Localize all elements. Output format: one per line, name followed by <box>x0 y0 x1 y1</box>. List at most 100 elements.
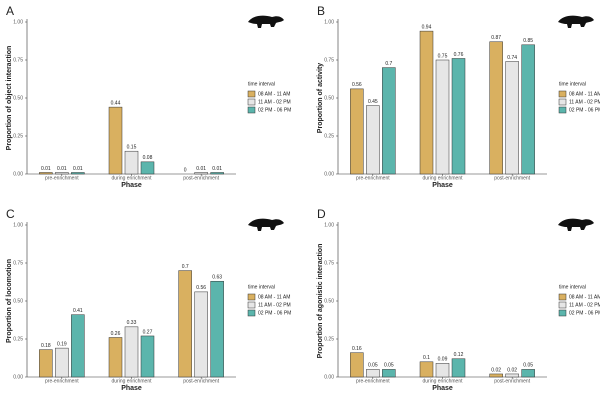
value-label: 0.1 <box>423 355 430 361</box>
x-tick-label: pre-enrichment <box>356 378 390 384</box>
legend-label: 08 AM - 11 AM <box>258 91 290 97</box>
legend-label: 02 PM - 06 PM <box>569 310 600 316</box>
x-tick-label: during enrichment <box>111 175 152 181</box>
value-label: 0.87 <box>491 35 501 41</box>
legend-label: 08 AM - 11 AM <box>569 91 600 97</box>
bar <box>366 369 380 378</box>
legend-swatch <box>247 98 256 106</box>
bar <box>178 270 192 378</box>
y-tick-label: 1.00 <box>13 222 23 228</box>
bar <box>489 41 503 175</box>
value-label: 0.26 <box>111 331 121 337</box>
legend-label: 11 AM - 02 PM <box>258 99 291 105</box>
y-tick-label: 0.00 <box>324 374 334 380</box>
bar <box>71 314 85 378</box>
legend-swatch <box>247 293 256 301</box>
y-tick-label: 0.50 <box>13 95 23 101</box>
y-tick-label: 0.75 <box>13 57 23 63</box>
bar <box>489 373 503 378</box>
legend-label: 11 AM - 02 PM <box>569 302 600 308</box>
animal-icon <box>558 15 594 28</box>
value-label: 0.09 <box>438 357 448 363</box>
bar <box>140 161 155 175</box>
bar <box>382 67 396 175</box>
bar <box>194 172 208 175</box>
bar <box>435 59 450 175</box>
legend-swatch <box>558 301 567 309</box>
bar <box>435 363 450 378</box>
value-label: 0.19 <box>57 341 67 347</box>
x-tick-label: pre-enrichment <box>45 175 79 181</box>
bar <box>39 172 53 175</box>
legend-label: 02 PM - 06 PM <box>569 107 600 113</box>
value-label: 0.15 <box>127 145 137 151</box>
x-tick-label: during enrichment <box>422 175 463 181</box>
x-tick-label: post-enrichment <box>494 378 530 384</box>
bar <box>108 337 123 378</box>
y-tick-label: 0.25 <box>324 336 334 342</box>
y-tick-label: 0.50 <box>13 298 23 304</box>
bar <box>366 105 380 175</box>
value-label: 0.94 <box>422 24 432 30</box>
y-tick-label: 0.75 <box>324 260 334 266</box>
y-tick-label: 1.00 <box>324 19 334 25</box>
x-axis-title: Phase <box>121 182 142 189</box>
bar <box>55 347 69 378</box>
bar <box>521 44 535 175</box>
x-tick-label: during enrichment <box>422 378 463 384</box>
y-tick-label: 0.00 <box>324 171 334 177</box>
x-tick-label: during enrichment <box>111 378 152 384</box>
y-tick-label: 0.50 <box>324 95 334 101</box>
bar <box>108 106 123 175</box>
bar <box>71 172 85 175</box>
y-tick-label: 0.00 <box>13 374 23 380</box>
legend-label: 11 AM - 02 PM <box>258 302 291 308</box>
animal-icon <box>248 15 284 28</box>
value-label: 0.33 <box>127 320 137 326</box>
bar <box>124 326 139 378</box>
value-label: 0.18 <box>41 343 51 349</box>
y-tick-label: 0.25 <box>13 133 23 139</box>
value-label: 0.27 <box>143 329 153 335</box>
value-label: 0.76 <box>454 52 464 58</box>
value-label: 0.56 <box>352 82 362 88</box>
legend-title: time interval <box>559 284 586 290</box>
legend-swatch <box>558 293 567 301</box>
legend-label: 08 AM - 11 AM <box>258 294 290 300</box>
value-label: 0.16 <box>352 346 362 352</box>
x-tick-label: post-enrichment <box>494 175 530 181</box>
value-label: 0.7 <box>182 264 189 270</box>
bar <box>350 352 364 378</box>
y-axis-title: Proportion of object interaction <box>6 46 13 151</box>
legend-title: time interval <box>559 81 586 87</box>
legend-swatch <box>247 90 256 98</box>
x-axis-title: Phase <box>121 385 142 392</box>
value-label: 0.05 <box>368 363 378 369</box>
value-label: 0.05 <box>523 363 533 369</box>
value-label: 0.44 <box>111 100 121 106</box>
y-tick-label: 0.75 <box>324 57 334 63</box>
value-label: 0 <box>184 167 187 173</box>
bar <box>210 280 224 378</box>
animal-icon <box>558 218 594 231</box>
value-label: 0.05 <box>384 363 394 369</box>
legend-title: time interval <box>248 81 275 87</box>
value-label: 0.01 <box>41 166 51 172</box>
value-label: 0.45 <box>368 99 378 105</box>
value-label: 0.56 <box>196 285 206 291</box>
legend-swatch <box>247 301 256 309</box>
y-axis-title: Proportion of locomotion <box>6 259 13 343</box>
bar <box>210 172 224 175</box>
y-tick-label: 0.75 <box>13 260 23 266</box>
x-axis-title: Phase <box>432 182 453 189</box>
legend-label: 02 PM - 06 PM <box>258 310 291 316</box>
x-tick-label: pre-enrichment <box>45 378 79 384</box>
y-axis-title: Proportion of agonistic interaction <box>317 244 324 359</box>
value-label: 0.02 <box>507 367 517 373</box>
legend-swatch <box>558 309 567 317</box>
panel-label: A <box>6 4 14 18</box>
legend-swatch <box>558 98 567 106</box>
bar <box>451 358 466 378</box>
bar <box>382 369 396 378</box>
value-label: 0.74 <box>507 55 517 61</box>
